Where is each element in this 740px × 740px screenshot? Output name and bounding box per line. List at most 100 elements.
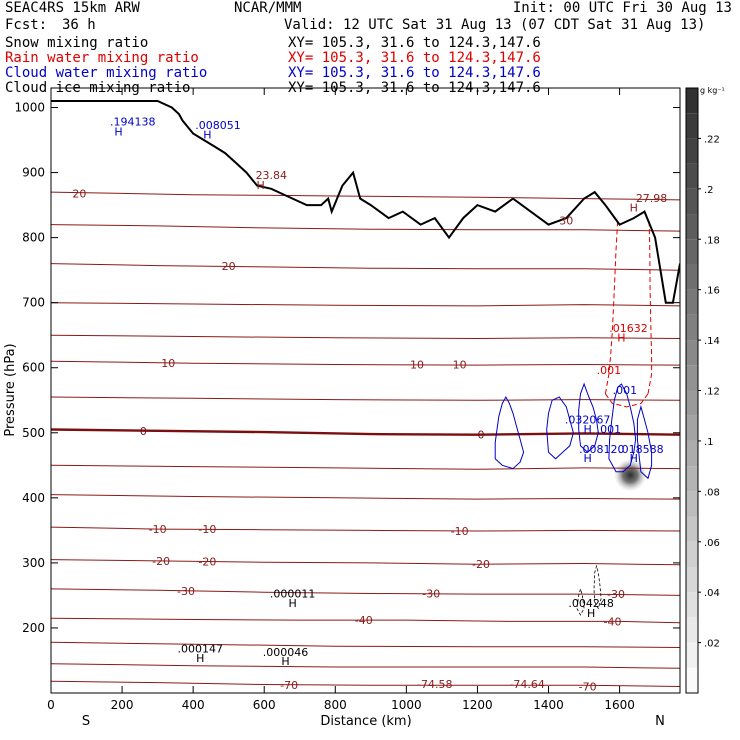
- temp-contour-label-9-1: 0: [477, 429, 484, 442]
- snow-contour-1: [593, 564, 602, 610]
- colorbar-step-14: [686, 314, 698, 341]
- field-label-8: -74.58: [417, 678, 452, 691]
- temp-contour-label-6-1: -10: [198, 523, 216, 536]
- colorbar-tick-label-5: .12: [704, 387, 720, 398]
- field-name-2: Cloud water mixing ratio: [5, 65, 208, 81]
- temp-contour-label-11-2: 10: [453, 358, 467, 371]
- x-tick-label-7: 1400: [533, 698, 564, 712]
- colorbar-step-16: [686, 264, 698, 290]
- colorbar-step-22: [686, 113, 698, 139]
- temp-contour-label-6-2: -10: [451, 525, 469, 538]
- field-label-7: .004248: [568, 597, 614, 610]
- field-label-27: .194138: [110, 116, 156, 129]
- x-tick-label-3: 600: [253, 698, 276, 712]
- cloud-water-contour-1: [546, 396, 574, 460]
- field-name-1: Rain water mixing ratio: [5, 50, 199, 66]
- org-title: NCAR/MMM: [234, 0, 302, 16]
- colorbar-step-15: [686, 289, 698, 315]
- field-label-24: 27.98: [636, 192, 668, 205]
- init-time: Init: 00 UTC Fri 30 Aug 13: [512, 0, 732, 16]
- field-label-16: .018588: [618, 443, 664, 456]
- colorbar-tick-label-7: .16: [704, 286, 720, 297]
- temp-contour-10: [51, 396, 680, 401]
- rain-contour-1: [647, 218, 653, 394]
- temp-contour-label-11-0: 10: [161, 357, 175, 370]
- field-label-12: H: [583, 452, 591, 465]
- field-name-0: Snow mixing ratio: [5, 35, 149, 51]
- x-axis-label: Distance (km): [320, 714, 411, 729]
- colorbar-step-1: [686, 642, 698, 668]
- colorbar-step-5: [686, 541, 698, 567]
- field-label-20: .01632: [609, 322, 648, 335]
- colorbar-step-8: [686, 466, 698, 492]
- colorbar-step-7: [686, 491, 698, 517]
- temp-contour-label-14-0: 20: [222, 260, 236, 273]
- colorbar-step-20: [686, 163, 698, 189]
- colorbar-tick-label-3: .08: [704, 487, 720, 498]
- temp-contour-label-0-1: -70: [579, 680, 597, 693]
- cloud-water-contour-3: [608, 383, 637, 473]
- colorbar-step-0: [686, 667, 698, 693]
- colorbar-step-23: [686, 88, 698, 114]
- field-label-22: 23.84: [256, 169, 288, 182]
- field-label-25: 30: [559, 215, 573, 228]
- colorbar-step-19: [686, 188, 698, 215]
- temp-contour-15: [51, 224, 680, 232]
- fcst-value: 36 h: [62, 17, 96, 33]
- colorbar-step-10: [686, 415, 698, 441]
- x-tick-label-2: 400: [182, 698, 205, 712]
- temp-contour-label-16-0: 20: [72, 187, 86, 200]
- y-tick-label-6: 800: [22, 231, 45, 245]
- rain-contour-2: [604, 393, 649, 408]
- temp-contour-9: [51, 428, 680, 436]
- field-label-26: H: [114, 125, 122, 138]
- temp-contour-1: [51, 663, 680, 669]
- temp-contour-12: [51, 334, 680, 340]
- x-tick-label-8: 1600: [604, 698, 635, 712]
- y-tick-label-2: 400: [22, 491, 45, 505]
- y-tick-label-8: 1000: [14, 101, 45, 115]
- temp-contour-16: [51, 191, 680, 201]
- colorbar-step-4: [686, 566, 698, 593]
- y-tick-label-5: 700: [22, 296, 45, 310]
- field-label-6: H: [587, 607, 595, 620]
- colorbar-tick-label-6: .14: [704, 336, 720, 347]
- field-label-9: -74.64: [509, 678, 544, 691]
- field-label-23: H: [630, 202, 638, 215]
- temp-contour-2: [51, 641, 680, 648]
- field-label-28: H: [203, 129, 211, 142]
- colorbar-step-6: [686, 516, 698, 542]
- temp-contour-6: [51, 526, 680, 532]
- field-label-15: H: [630, 452, 638, 465]
- colorbar-tick-label-8: .18: [704, 235, 720, 246]
- x-tick-label-1: 200: [111, 698, 134, 712]
- colorbar-tick-label-0: .02: [704, 639, 720, 650]
- snow-contour-0: [576, 587, 585, 616]
- colorbar-step-18: [686, 214, 698, 240]
- field-label-14: .001: [597, 423, 622, 436]
- temp-contour-label-4-0: -30: [177, 585, 195, 598]
- temp-contour-label-5-2: -20: [472, 558, 490, 571]
- temp-contour-0: [51, 680, 680, 687]
- temp-contour-5: [51, 559, 680, 566]
- y-tick-label-3: 500: [22, 426, 45, 440]
- plot-frame: [50, 87, 681, 694]
- colorbar-step-3: [686, 592, 698, 618]
- field-label-3: .000046: [263, 646, 309, 659]
- colorbar-step-11: [686, 390, 698, 416]
- temp-contour-label-3-1: -40: [603, 615, 621, 628]
- cloud-water-contour-2: [578, 382, 599, 453]
- field-label-21: H: [257, 179, 265, 192]
- rain-contour-0: [604, 218, 619, 394]
- field-xy-0: XY= 105.3, 31.6 to 124.3,147.6: [288, 35, 541, 51]
- field-label-1: .000147: [178, 643, 224, 656]
- colorbar-tick-label-9: .2: [704, 185, 714, 196]
- temp-contour-4: [51, 588, 680, 596]
- temp-contour-label-5-1: -20: [198, 556, 216, 569]
- ice-shading-0: [613, 458, 647, 492]
- temp-contour-7: [51, 494, 680, 500]
- field-label-13: .008120: [579, 443, 625, 456]
- x-tick-label-6: 1200: [462, 698, 493, 712]
- field-label-11: .032067: [565, 414, 611, 427]
